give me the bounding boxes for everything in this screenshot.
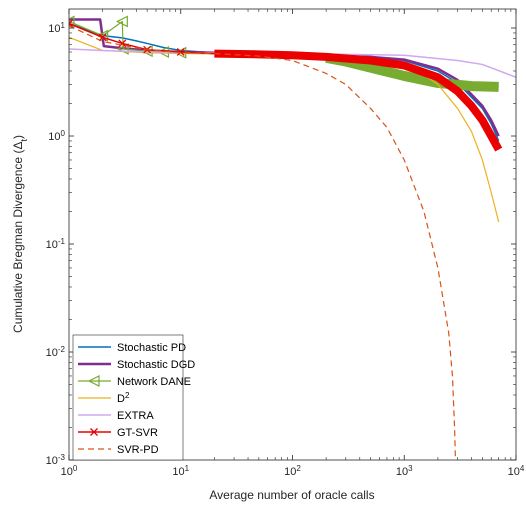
y-tick-label: 10-1 (46, 237, 66, 252)
legend-label: Stochastic PD (117, 342, 186, 354)
x-tick-label: 100 (61, 464, 78, 479)
series-point (118, 39, 127, 48)
y-tick-label: 101 (48, 21, 65, 36)
legend-label: EXTRA (117, 410, 154, 422)
legend-entry: EXTRA (78, 410, 154, 422)
legend-entry: SVR-PD (78, 444, 159, 456)
x-tick-label: 103 (396, 464, 413, 479)
legend-label: SVR-PD (117, 444, 159, 456)
x-tick-label: 101 (172, 464, 189, 479)
legend-marker (90, 428, 98, 436)
series-layer (69, 15, 516, 460)
series-point (115, 15, 128, 28)
legend-marker (87, 375, 100, 387)
y-axis-title-sub: t (19, 139, 29, 142)
series-line (69, 25, 457, 460)
legend-entry: Network DANE (78, 375, 191, 388)
legend-entry: D2 (78, 391, 130, 406)
legend-label: Network DANE (117, 376, 191, 388)
y-axis-title-main: Cumulative Bregman Divergence (Δ (11, 142, 25, 333)
legend-label: GT-SVR (117, 427, 158, 439)
ticks-layer: 100 101 102 103 104 10-3 10-2 10-1 100 101 (46, 9, 525, 478)
y-tick-label: 10-3 (46, 453, 66, 468)
x-axis-title: Average number of oracle calls (209, 488, 374, 502)
legend-label: Stochastic DGD (117, 359, 195, 371)
y-axis-title: Cumulative Bregman Divergence (Δt) (11, 135, 29, 333)
legend-entry: Stochastic DGD (78, 359, 195, 371)
y-tick-label: 10-2 (46, 345, 66, 360)
legend-entry: GT-SVR (78, 427, 158, 439)
y-tick-label: 100 (48, 129, 65, 144)
y-axis-title-close: ) (11, 135, 25, 139)
series-svr-pd (69, 25, 457, 460)
series-point (140, 45, 153, 58)
legend: Stochastic PD Stochastic DGD Network DANE D… (72, 334, 195, 461)
series-point (176, 48, 185, 56)
x-tick-label: 102 (284, 464, 301, 479)
series-point (98, 33, 107, 42)
series-point (69, 15, 75, 28)
series-point (69, 19, 73, 28)
x-tick-label: 104 (508, 464, 525, 479)
legend-label: D2 (117, 391, 130, 406)
legend-entry: Stochastic PD (78, 342, 186, 354)
